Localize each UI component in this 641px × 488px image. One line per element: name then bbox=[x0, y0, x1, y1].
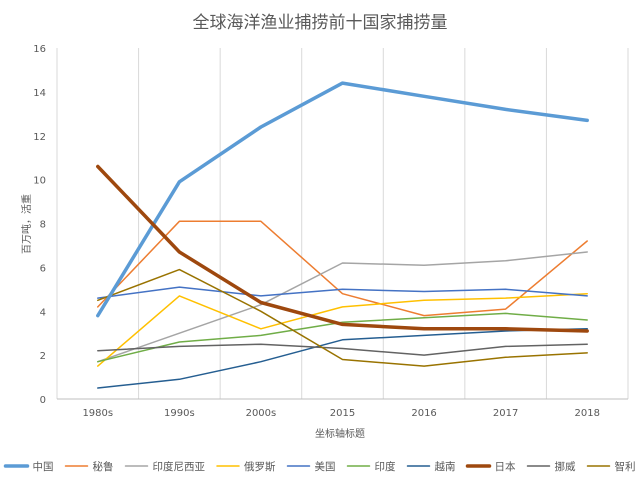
x-tick-label: 2018 bbox=[574, 408, 599, 419]
legend-label: 印度尼西亚 bbox=[153, 460, 206, 473]
legend-item: 日本 bbox=[465, 460, 516, 473]
series-line bbox=[97, 286, 588, 299]
legend-item: 美国 bbox=[286, 460, 336, 473]
series-lines bbox=[96, 81, 589, 389]
legend-label: 印度 bbox=[375, 460, 396, 473]
legend-item: 中国 bbox=[3, 460, 54, 473]
axes: 0 2 4 6 8 10 12 14 16 1980s 1990s 2000s 2015 2016 2017… bbox=[33, 44, 628, 419]
legend-label: 日本 bbox=[495, 460, 516, 473]
y-tick-label: 4 bbox=[40, 307, 46, 318]
legend-item: 挪威 bbox=[526, 460, 576, 473]
y-tick-label: 2 bbox=[40, 351, 46, 362]
series-line bbox=[97, 312, 588, 363]
x-tick-label: 1980s bbox=[82, 408, 113, 419]
x-tick-label: 2016 bbox=[411, 408, 436, 419]
y-tick-label: 0 bbox=[40, 395, 46, 406]
series-line bbox=[97, 343, 588, 356]
legend-label: 智利 bbox=[615, 460, 636, 473]
legend-label: 挪威 bbox=[555, 460, 576, 473]
series-line bbox=[97, 292, 588, 367]
legend-item: 智利 bbox=[586, 460, 636, 473]
chart-title: 全球海洋渔业捕捞前十国家捕捞量 bbox=[193, 13, 448, 33]
series-line bbox=[96, 164, 589, 333]
legend-item: 俄罗斯 bbox=[216, 460, 276, 473]
series-line bbox=[97, 251, 588, 363]
y-tick-label: 14 bbox=[33, 88, 46, 99]
y-tick-label: 12 bbox=[33, 132, 46, 143]
legend-label: 中国 bbox=[33, 460, 54, 473]
legend-item: 秘鲁 bbox=[64, 460, 114, 473]
y-tick-label: 10 bbox=[33, 176, 46, 187]
x-axis-label: 坐标轴标题 bbox=[315, 427, 365, 440]
legend-item: 印度尼西亚 bbox=[124, 460, 206, 473]
y-tick-label: 6 bbox=[40, 263, 46, 274]
series-line bbox=[96, 81, 589, 318]
legend-label: 俄罗斯 bbox=[244, 460, 276, 473]
y-tick-label: 8 bbox=[40, 220, 46, 231]
legend-label: 秘鲁 bbox=[93, 460, 114, 473]
y-tick-label: 16 bbox=[33, 44, 46, 55]
legend-item: 越南 bbox=[406, 460, 456, 473]
series-line bbox=[97, 220, 588, 317]
x-tick-label: 2000s bbox=[246, 408, 277, 419]
y-axis-label: 百万吨，活重 bbox=[20, 194, 33, 254]
legend-label: 美国 bbox=[315, 460, 336, 473]
legend: 中国 秘鲁 印度尼西亚 俄罗斯 美国 印度 越南 日本 挪威 智利 bbox=[3, 460, 636, 473]
x-tick-label: 2017 bbox=[493, 408, 518, 419]
series-line bbox=[97, 268, 588, 367]
x-tick-label: 2015 bbox=[330, 408, 355, 419]
series-line bbox=[97, 328, 588, 389]
x-tick-label: 1990s bbox=[164, 408, 195, 419]
legend-item: 印度 bbox=[346, 460, 396, 473]
legend-label: 越南 bbox=[435, 460, 456, 473]
